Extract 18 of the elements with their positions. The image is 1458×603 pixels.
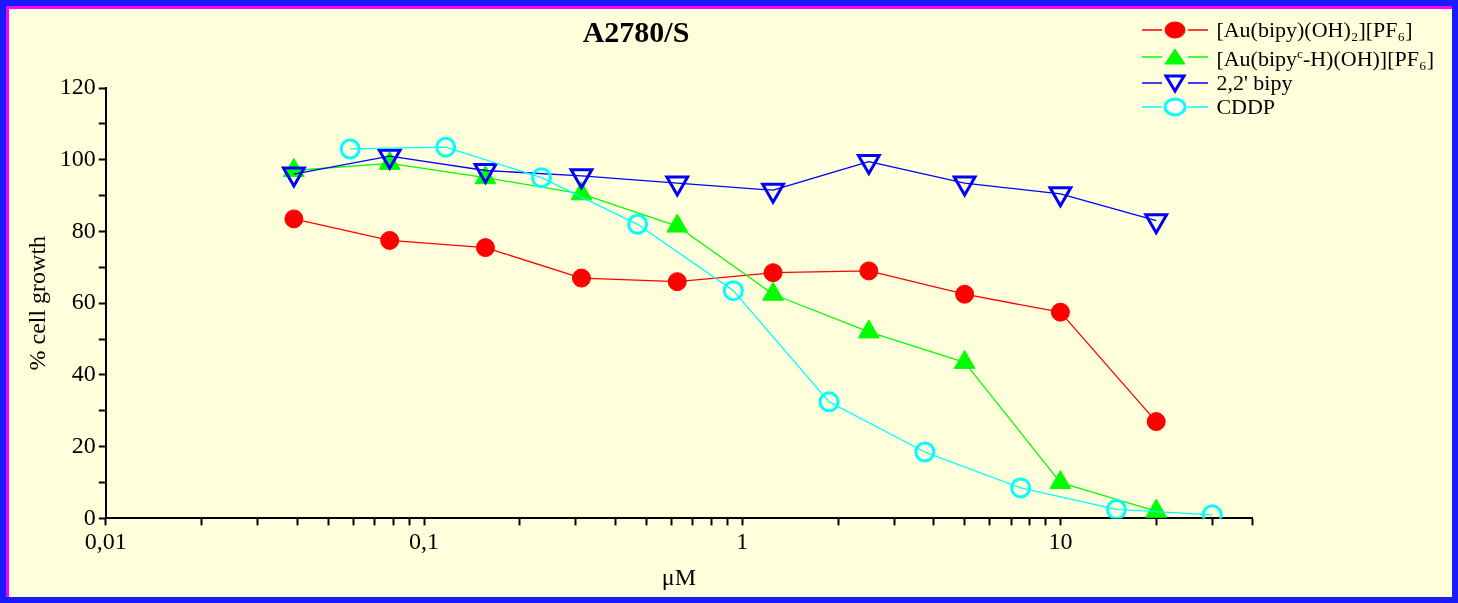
y-tick-label: 100 (59, 145, 96, 172)
legend-label: [Au(bipy)(OH)₂][PF₆] (1216, 17, 1413, 42)
chart-title: A2780/S (582, 14, 690, 48)
x-tick-label: 1 (736, 528, 749, 555)
legend-label: CDDP (1216, 94, 1276, 120)
legend-label: 2,2' bipy (1216, 70, 1293, 96)
x-axis-title: μM (661, 563, 697, 590)
x-tick-label: 0,01 (84, 528, 127, 555)
y-tick-label: 60 (71, 288, 96, 315)
y-tick-label: 120 (59, 73, 96, 100)
y-axis-title: % cell growth (23, 235, 50, 371)
y-tick-label: 40 (71, 360, 96, 387)
y-tick-label: 0 (83, 503, 96, 530)
legend-label: [Au(bipy$^{c}$-H)(OH)][PF₆] (1216, 45, 1434, 72)
y-tick-label: 20 (71, 431, 96, 458)
x-tick-label: 10 (1048, 528, 1073, 555)
y-tick-label: 80 (71, 216, 96, 243)
x-tick-label: 0,1 (409, 528, 440, 555)
